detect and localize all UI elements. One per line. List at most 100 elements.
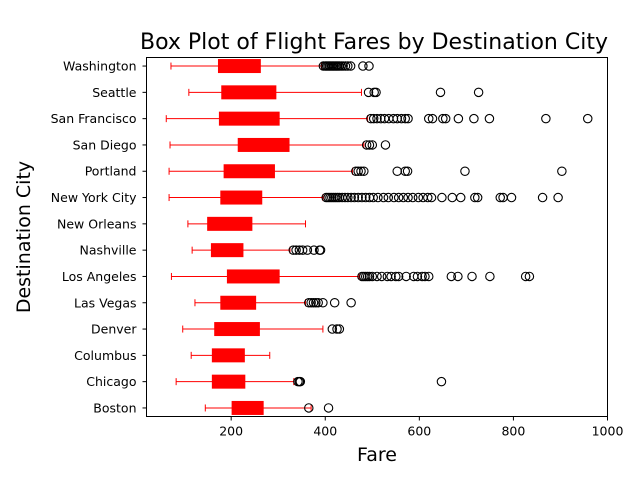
box-denver (182, 322, 345, 337)
outlier-point (380, 140, 391, 150)
outlier-point (346, 298, 356, 308)
x-tick-label: 400 (313, 424, 337, 439)
outlier-point (369, 87, 379, 98)
outlier-point (485, 271, 495, 282)
outlier-point (291, 245, 301, 255)
outlier-point (473, 87, 484, 98)
outlier-point (295, 376, 306, 387)
outlier-point (541, 113, 551, 124)
outlier-point (367, 271, 378, 282)
outlier-point (332, 324, 342, 334)
outlier-point (364, 140, 375, 150)
outlier-point (340, 192, 350, 203)
outlier-point (338, 61, 348, 71)
outlier-point (520, 271, 531, 282)
outlier-point (353, 192, 363, 203)
outlier-point (453, 271, 463, 282)
outlier-point (440, 113, 451, 124)
outlier-point (323, 403, 334, 413)
outlier-point (446, 271, 457, 282)
box-boston (204, 400, 334, 415)
box-new-york-city (168, 190, 563, 205)
outlier-point (349, 192, 360, 203)
outlier-point (437, 192, 447, 203)
outlier-point (309, 245, 319, 255)
outlier-point (353, 166, 363, 176)
outlier-point (403, 113, 413, 124)
outlier-point (358, 61, 368, 71)
outlier-point (297, 245, 308, 255)
outlier-point (306, 298, 316, 308)
outlier-point (386, 271, 396, 282)
x-tick-label: 600 (407, 424, 431, 439)
outlier-point (343, 192, 353, 203)
box-new-orleans (187, 216, 306, 231)
outlier-point (368, 113, 379, 124)
outlier-point (484, 113, 495, 124)
outlier-point (447, 192, 458, 203)
y-tick-label: Washington (63, 59, 136, 74)
outlier-point (467, 271, 477, 282)
y-axis-label: Destination City (13, 161, 35, 313)
outlier-point (436, 376, 447, 387)
outlier-point (413, 192, 424, 203)
outlier-point (557, 166, 567, 176)
outlier-point (417, 271, 427, 282)
outlier-point (398, 192, 409, 203)
outlier-point (368, 192, 378, 203)
outlier-point (393, 271, 404, 282)
outlier-point (363, 87, 374, 98)
outlier-point (403, 192, 413, 203)
outlier-point (346, 192, 356, 203)
outlier-point (311, 298, 321, 308)
outlier-point (402, 166, 413, 176)
outlier-point (372, 113, 382, 124)
outlier-point (373, 192, 383, 203)
y-tick-label: Nashville (80, 243, 137, 258)
outlier-point (340, 61, 351, 71)
outlier-point (308, 298, 319, 308)
box-columbus (190, 348, 271, 363)
outlier-point (327, 324, 338, 334)
outlier-point (378, 192, 389, 203)
outlier-point (364, 271, 375, 282)
outlier-point (470, 192, 480, 203)
outlier-point (392, 166, 402, 176)
y-tick-label: Portland (85, 164, 137, 179)
outlier-point (469, 113, 479, 124)
y-tick-label: New York City (51, 190, 137, 205)
box-san-diego (169, 137, 391, 152)
box-nashville (191, 243, 326, 258)
outlier-point (401, 271, 411, 282)
outlier-point (423, 192, 433, 203)
box-los-angeles (170, 269, 535, 284)
outlier-point (383, 192, 394, 203)
outlier-point (420, 271, 430, 282)
outlier-point (423, 271, 434, 282)
box-washington (170, 59, 374, 74)
outlier-point (506, 192, 517, 203)
outlier-point (371, 87, 381, 98)
outlier-point (304, 298, 314, 308)
chart-title: Box Plot of Flight Fares by Destination … (140, 30, 608, 55)
y-tick-label: Los Angeles (62, 269, 137, 284)
outlier-point (357, 192, 367, 203)
box-iqr (220, 190, 263, 205)
x-tick-label: 1000 (592, 424, 624, 439)
y-tick-label: San Diego (73, 137, 137, 152)
outlier-point (427, 113, 438, 124)
outlier-point (495, 192, 505, 203)
outlier-point (372, 271, 382, 282)
box-seattle (188, 85, 484, 100)
outlier-point (364, 61, 374, 71)
outlier-point (400, 166, 410, 176)
outlier-point (343, 61, 353, 71)
outlier-point (423, 113, 434, 124)
box-san-francisco (165, 111, 593, 126)
outlier-point (393, 192, 404, 203)
box-las-vegas (194, 295, 356, 310)
outlier-point (582, 113, 593, 124)
box-chicago (175, 374, 447, 389)
